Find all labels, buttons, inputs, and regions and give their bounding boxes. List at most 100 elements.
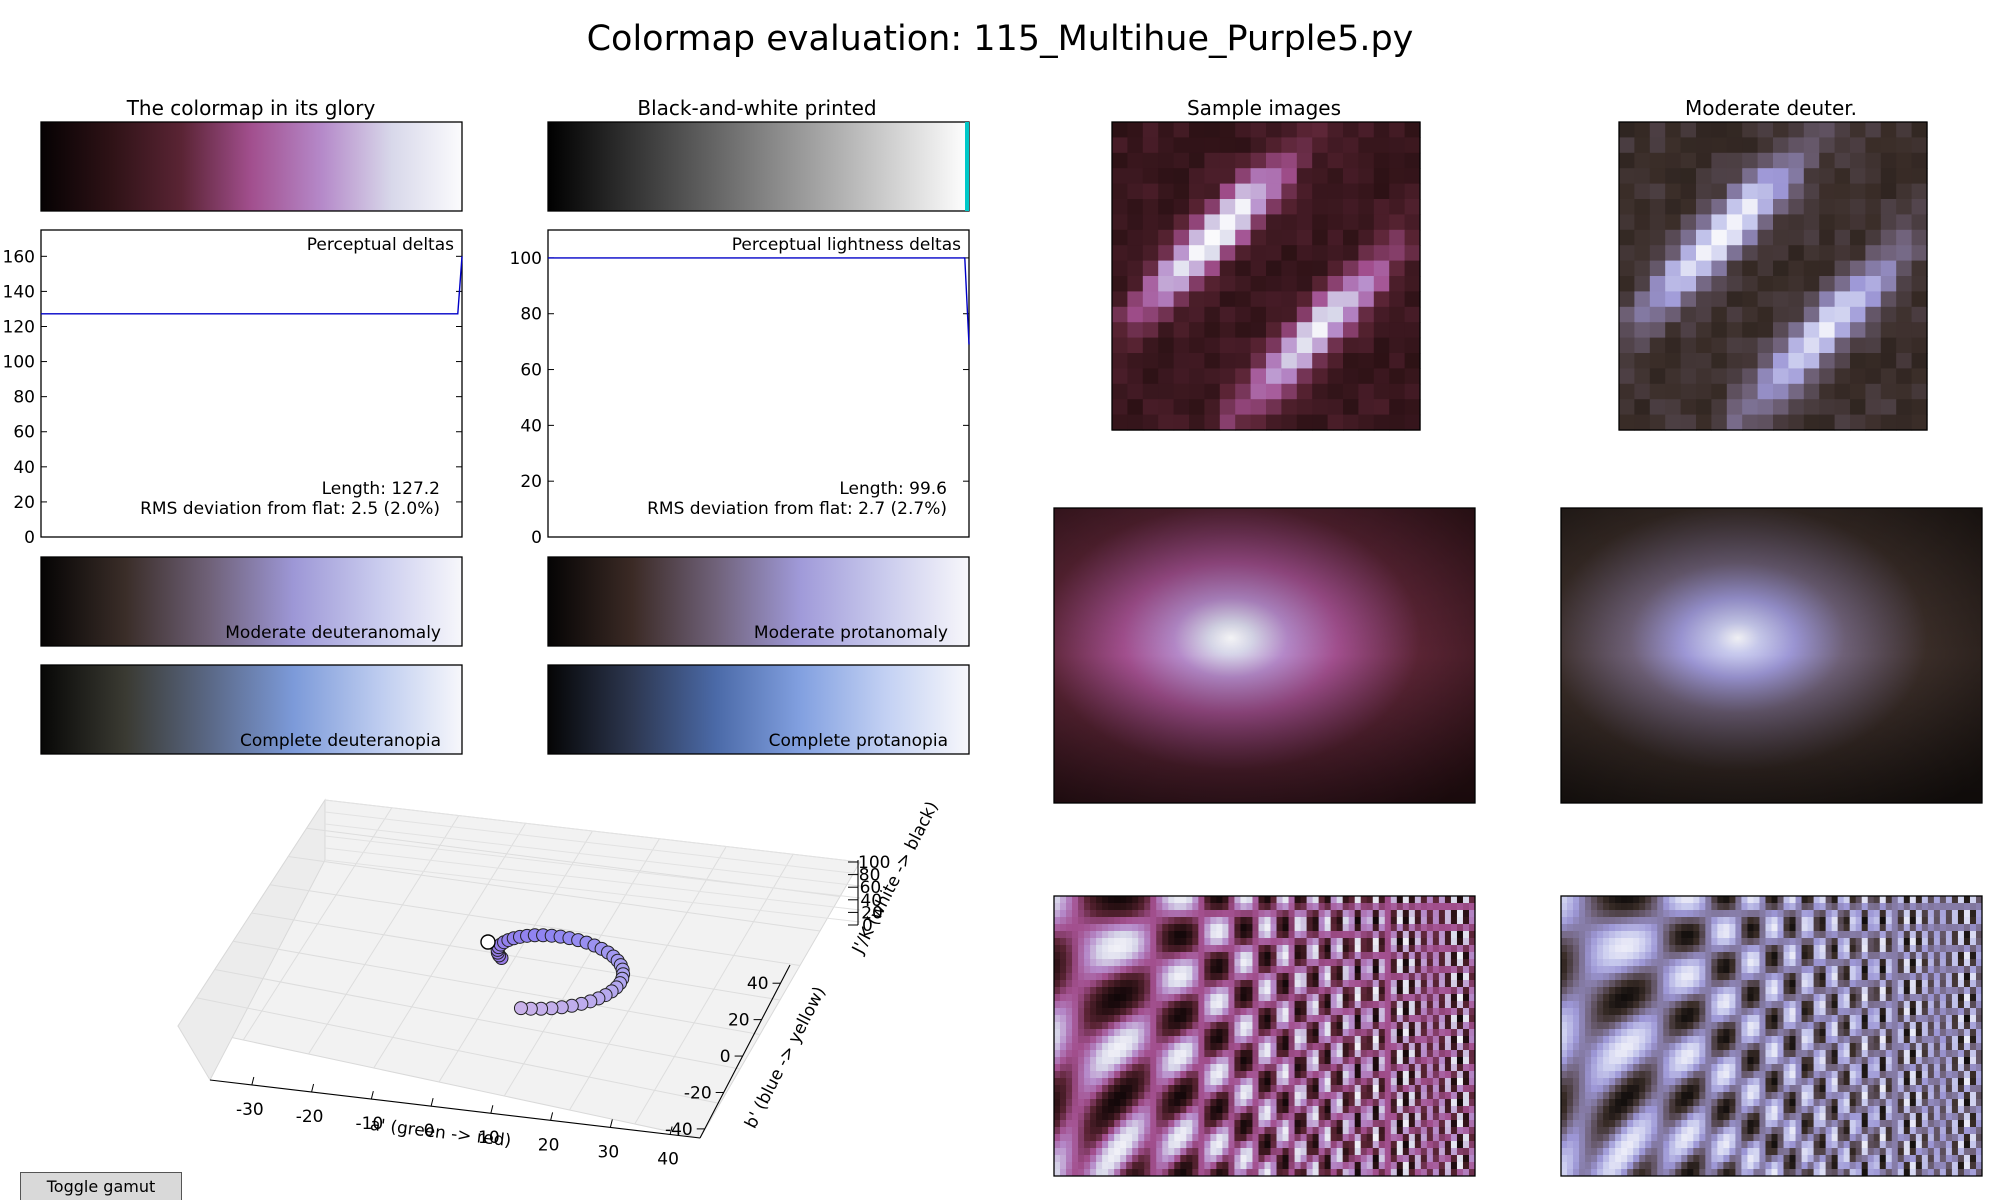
wave-cell — [1675, 987, 1682, 995]
pixel-cell — [1296, 245, 1313, 262]
wave-cell — [1342, 1162, 1350, 1170]
wave-cell — [1072, 1099, 1079, 1107]
wave-cell — [1096, 1071, 1103, 1079]
wave-cell — [1120, 1078, 1127, 1086]
wave-cell — [1336, 931, 1344, 939]
wave-cell — [1288, 994, 1296, 1002]
wave-cell — [1282, 924, 1290, 932]
length-note: Length: 99.6 — [839, 479, 947, 499]
wave-cell — [1771, 1015, 1779, 1023]
wave-cell — [1420, 1120, 1428, 1128]
pixel-cell — [1296, 414, 1313, 431]
wave-cell — [1663, 959, 1670, 967]
pixel-cell — [1803, 383, 1820, 400]
wave-cell — [1210, 1141, 1217, 1149]
wave-cell — [1096, 1113, 1103, 1121]
wave-cell — [1795, 910, 1803, 918]
samples-title: Sample images — [1187, 96, 1341, 120]
wave-cell — [1132, 959, 1139, 967]
wave-cell — [1144, 966, 1151, 974]
wave-cell — [1150, 1113, 1157, 1121]
wave-cell — [1414, 1092, 1422, 1100]
wave-cell — [1438, 959, 1446, 967]
wave-cell — [1915, 896, 1923, 904]
pixel-cell — [1911, 337, 1928, 354]
wave-cell — [1687, 938, 1694, 946]
wave-cell — [1054, 1092, 1061, 1100]
wave-cell — [1687, 903, 1694, 911]
wave-cell — [1180, 1064, 1187, 1072]
pixel-cell — [1680, 137, 1697, 154]
wave-cell — [1324, 1120, 1332, 1128]
wave-cell — [1330, 910, 1338, 918]
wave-cell — [1132, 924, 1139, 932]
wave-cell — [1783, 1022, 1791, 1030]
wave-cell — [1324, 959, 1332, 967]
wave-cell — [1717, 903, 1724, 911]
pixel-cell — [1696, 122, 1712, 138]
pixel-cell — [1680, 276, 1697, 292]
wave-cell — [1162, 994, 1169, 1002]
wave-cell — [1132, 973, 1139, 981]
wave-cell — [1354, 987, 1362, 995]
wave-cell — [1426, 1001, 1434, 1009]
wave-cell — [1150, 1029, 1157, 1037]
wave-cell — [1921, 952, 1929, 960]
wave-cell — [1324, 1050, 1332, 1058]
pixel-cell — [1757, 383, 1774, 400]
pixel-cell — [1649, 137, 1666, 154]
wave-cell — [1342, 1169, 1350, 1177]
y-tick-label: 60 — [520, 361, 542, 381]
wave-cell — [1873, 987, 1881, 995]
wave-cell — [1210, 1099, 1217, 1107]
wave-cell — [1390, 917, 1398, 925]
wave-cell — [1921, 931, 1929, 939]
wave-cell — [1390, 1120, 1398, 1128]
wave-cell — [1639, 896, 1646, 904]
wave-cell — [1060, 1113, 1067, 1121]
pixel-cell — [1880, 245, 1897, 262]
pixel-cell — [1834, 245, 1851, 262]
wave-cell — [1384, 1071, 1392, 1079]
wave-cell — [1216, 1036, 1223, 1044]
wave-cell — [1633, 959, 1640, 967]
wave-cell — [1270, 1148, 1278, 1156]
pixel-cell — [1649, 245, 1666, 262]
wave-cell — [1651, 980, 1658, 988]
wave-cell — [1066, 1127, 1073, 1135]
wave-cell — [1426, 1113, 1434, 1121]
wave-cell — [1144, 973, 1151, 981]
pixel-cell — [1219, 199, 1236, 215]
wave-cell — [1657, 903, 1664, 911]
wave-cell — [1444, 1043, 1452, 1051]
wave-cell — [1306, 994, 1314, 1002]
pixel-cell — [1250, 306, 1267, 323]
wave-cell — [1873, 1001, 1881, 1009]
wave-cell — [1264, 1141, 1272, 1149]
wave-cell — [1198, 938, 1205, 946]
wave-cell — [1795, 896, 1803, 904]
pixel-cell — [1911, 322, 1928, 339]
wave-cell — [1402, 1099, 1410, 1107]
wave-cell — [1336, 1085, 1344, 1093]
wave-cell — [1084, 1134, 1091, 1142]
wave-cell — [1402, 1092, 1410, 1100]
wave-cell — [1825, 987, 1833, 995]
wave-cell — [1342, 924, 1350, 932]
wave-cell — [1897, 966, 1905, 974]
wave-cell — [1264, 987, 1272, 995]
wave-cell — [1132, 1064, 1139, 1072]
pixel-cell — [1757, 337, 1774, 354]
pixel-cell — [1343, 353, 1359, 369]
pixel-cell — [1235, 229, 1252, 246]
wave-cell — [1216, 1050, 1223, 1058]
wave-cell — [1360, 1134, 1368, 1142]
wave-cell — [1396, 1050, 1404, 1058]
wave-cell — [1807, 917, 1815, 925]
wave-cell — [1729, 1001, 1736, 1009]
pixel-cell — [1803, 306, 1820, 323]
wave-cell — [1693, 973, 1700, 981]
wave-cell — [1603, 917, 1610, 925]
wave-cell — [1180, 917, 1187, 925]
wave-cell — [1060, 980, 1067, 988]
